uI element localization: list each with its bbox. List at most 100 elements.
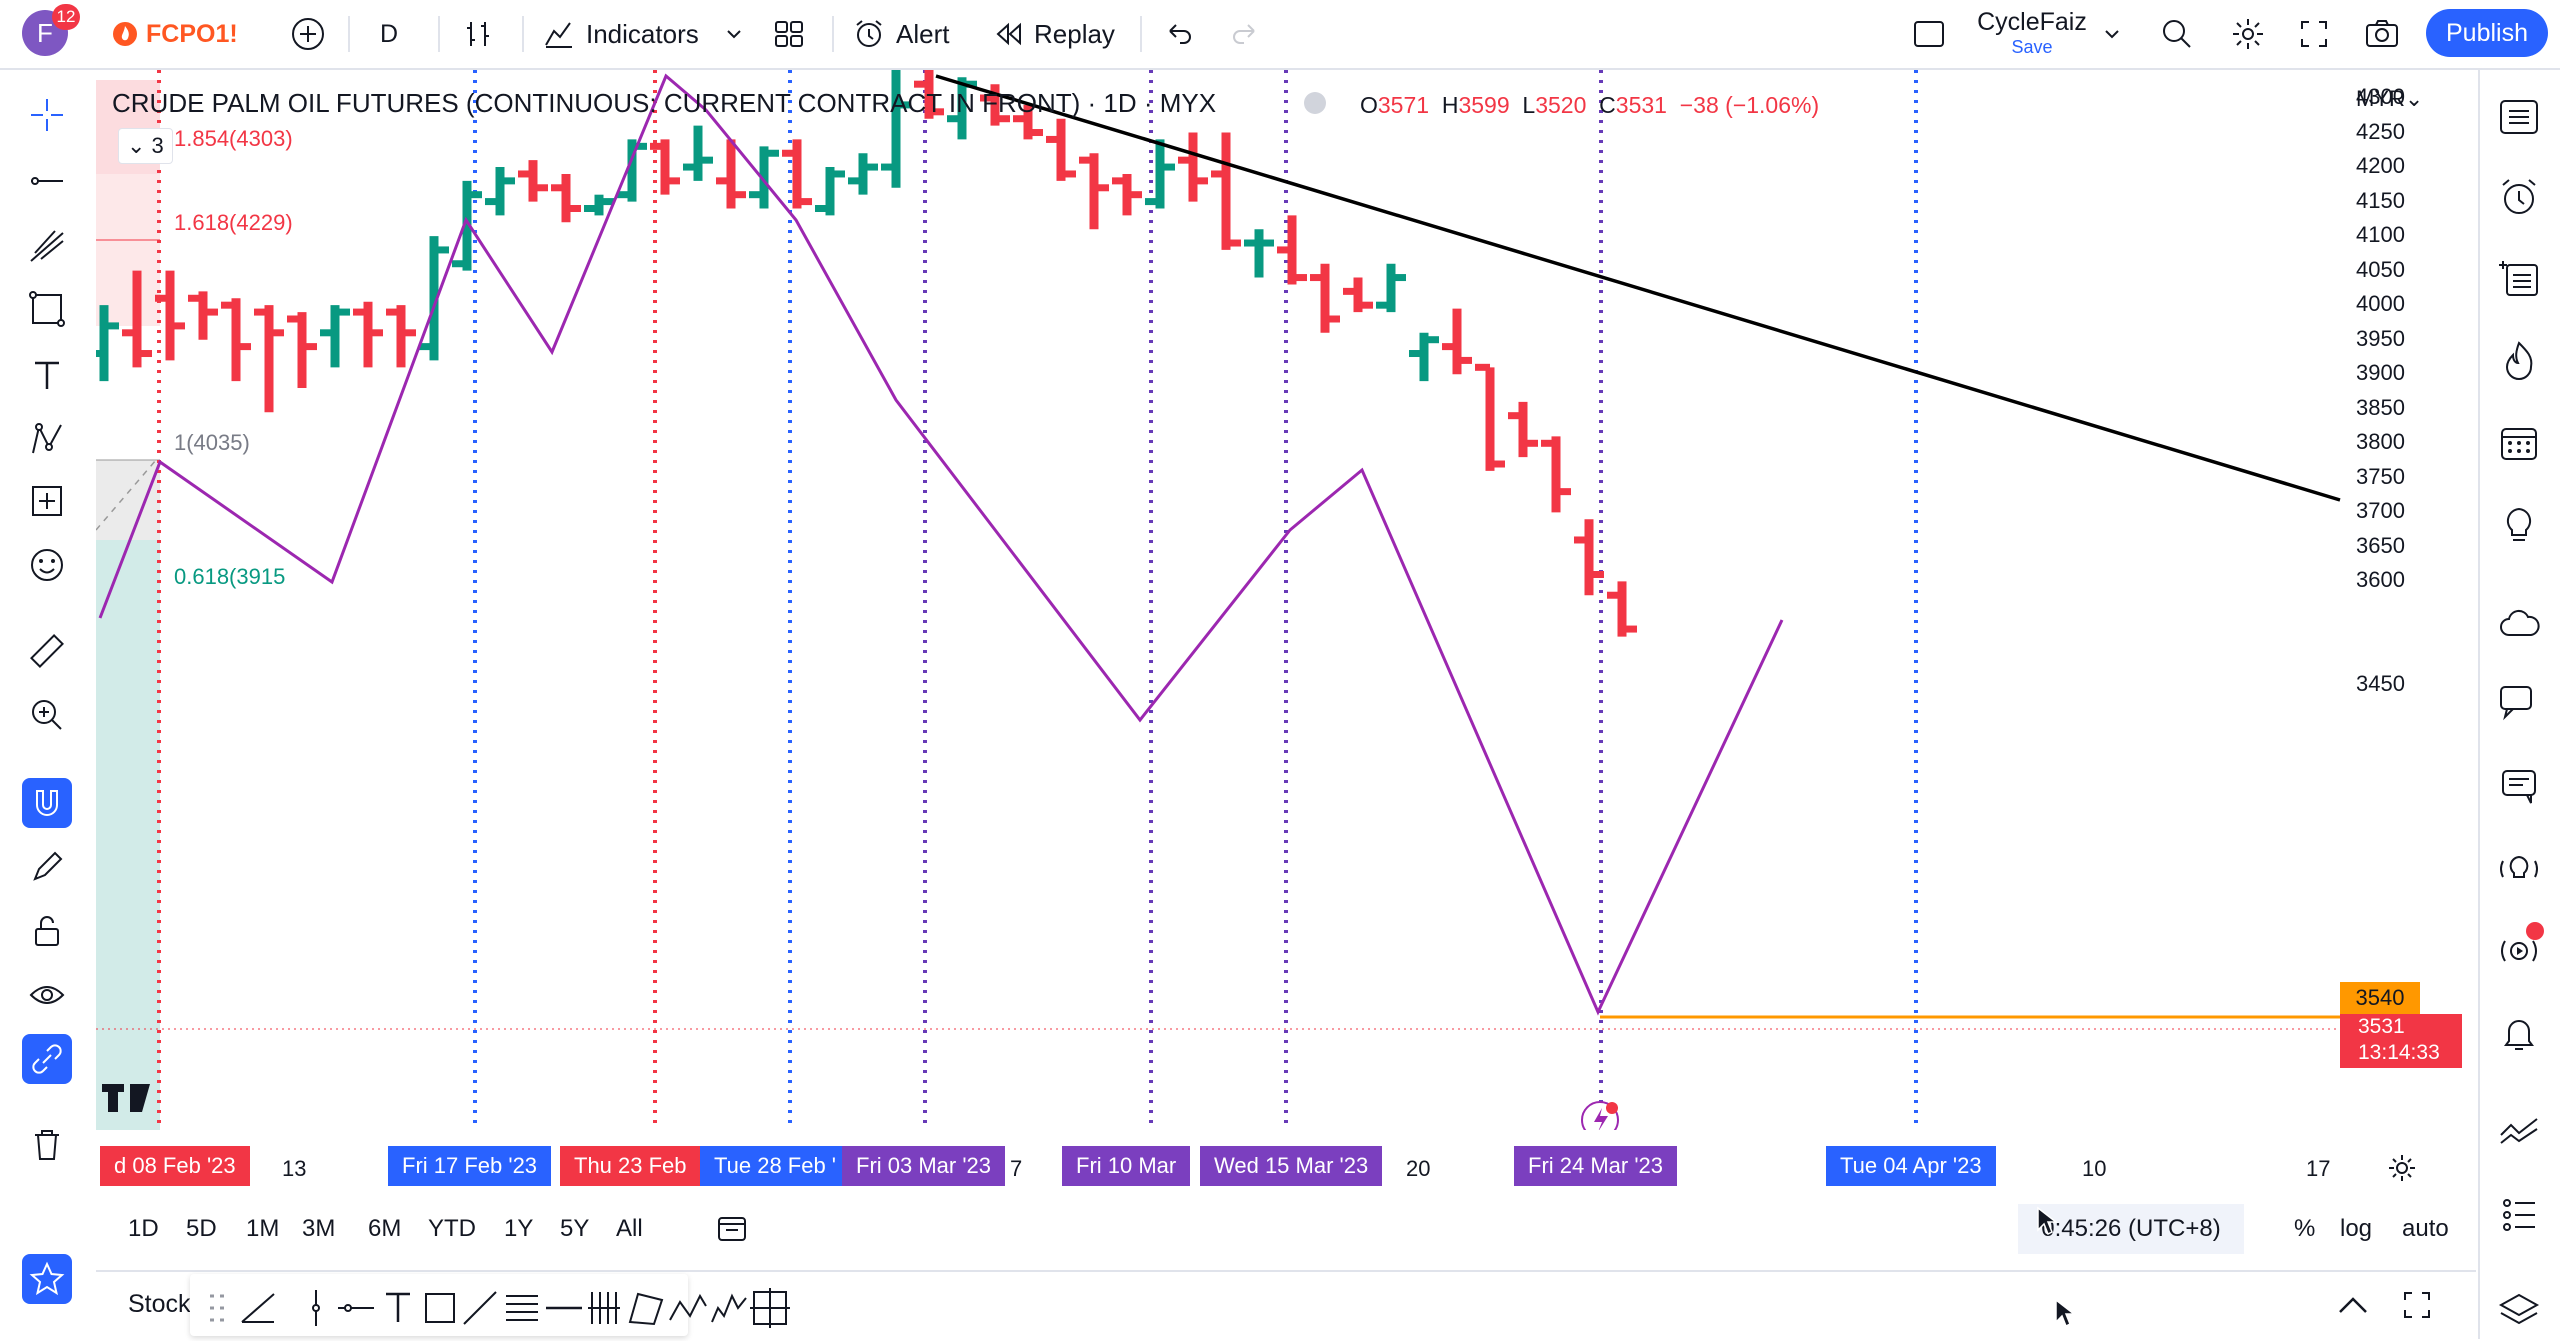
undo-button[interactable] <box>1162 0 1196 68</box>
remove-drawings-button[interactable] <box>22 1120 72 1170</box>
time-tick: 13 <box>282 1156 307 1181</box>
price-tick: 3700 <box>2356 498 2405 524</box>
live-stream-button[interactable] <box>2492 924 2546 978</box>
range-ytd-button[interactable]: YTD <box>428 1215 476 1242</box>
text-tool[interactable] <box>22 350 72 400</box>
range-1d-button[interactable]: 1D <box>128 1215 159 1242</box>
range-6m-button[interactable]: 6M <box>368 1215 402 1242</box>
zoom-in-icon <box>32 700 62 730</box>
layout-name-button[interactable]: CycleFaiz Save <box>1972 8 2092 58</box>
object-tree-button[interactable] <box>2492 252 2546 306</box>
trend-line-tool[interactable] <box>22 156 72 206</box>
settings-button[interactable] <box>2230 0 2266 68</box>
favorites-button[interactable] <box>22 1254 72 1304</box>
fib-retracement-tool[interactable] <box>500 1286 544 1330</box>
news-button[interactable] <box>2492 598 2546 652</box>
ideas-button[interactable] <box>2492 498 2546 552</box>
price-tick: 3900 <box>2356 360 2405 386</box>
range-3m-button[interactable]: 3M <box>302 1215 336 1242</box>
range-1m-button[interactable]: 1M <box>246 1215 280 1242</box>
alert-button[interactable]: Alert <box>852 0 949 68</box>
legend-toggle-button[interactable] <box>1304 92 1326 114</box>
icon-tool[interactable] <box>22 540 72 590</box>
elliott-wave-tool[interactable] <box>708 1286 752 1330</box>
redo-button[interactable] <box>1228 0 1262 68</box>
trading-panel-button[interactable] <box>2492 1104 2546 1158</box>
fullscreen-button[interactable] <box>2298 0 2330 68</box>
hotlists-button[interactable] <box>2492 334 2546 388</box>
rectangle-tool[interactable] <box>22 284 72 334</box>
goto-date-button[interactable] <box>716 1214 748 1251</box>
axis-settings-button[interactable] <box>2386 1152 2418 1189</box>
percent-scale-toggle[interactable]: % <box>2294 1215 2316 1242</box>
zoom-tool[interactable] <box>22 690 72 740</box>
chevron-down-icon <box>2105 30 2119 39</box>
calendar-button[interactable] <box>2492 416 2546 470</box>
layers-icon <box>2498 1293 2540 1325</box>
interval-button[interactable]: D <box>380 19 399 48</box>
dom-button[interactable] <box>2492 1188 2546 1242</box>
minds-button[interactable] <box>2492 842 2546 896</box>
pitchfork-tool[interactable] <box>22 220 72 270</box>
replay-button[interactable]: Replay <box>994 0 1115 68</box>
currency-selector[interactable]: MYR⌄ <box>2356 86 2424 111</box>
ohlc-bar <box>1409 332 1439 382</box>
prediction-tool[interactable] <box>22 476 72 526</box>
publish-button[interactable]: Publish <box>2426 9 2548 57</box>
plus-list-icon <box>2499 261 2538 296</box>
range-all-button[interactable]: All <box>616 1215 643 1242</box>
rectangle-tool[interactable] <box>418 1286 462 1330</box>
notification-badge: 12 <box>52 4 80 30</box>
sync-drawings-button[interactable] <box>22 1034 72 1084</box>
fib-zone-lower <box>96 540 160 1130</box>
notifications-button[interactable] <box>2492 1006 2546 1060</box>
vertical-line-tool[interactable] <box>294 1286 338 1330</box>
trend-line-tool[interactable] <box>458 1286 502 1330</box>
hide-drawings-button[interactable] <box>22 970 72 1020</box>
keep-drawing-button[interactable] <box>22 842 72 892</box>
lock-drawings-button[interactable] <box>22 906 72 956</box>
layout-selector-button[interactable] <box>1912 0 1946 68</box>
price-chart[interactable] <box>96 70 2478 1130</box>
ohlc-bar <box>1112 173 1142 216</box>
cross-line-tool[interactable] <box>748 1286 792 1330</box>
top-toolbar: F 12 FCPO1! D Indicators Alert Replay <box>0 0 2560 70</box>
symbol-search-button[interactable]: FCPO1! <box>112 0 238 68</box>
indicators-dropdown[interactable] <box>724 0 744 68</box>
magnet-mode-button[interactable] <box>22 778 72 828</box>
text-tool[interactable] <box>376 1286 420 1330</box>
search-button[interactable] <box>2160 0 2194 68</box>
streams-button[interactable] <box>2492 760 2546 814</box>
collapse-panel-button[interactable] <box>2336 1290 2370 1325</box>
auto-scale-toggle[interactable]: auto <box>2402 1215 2449 1242</box>
layout-dropdown[interactable] <box>2102 0 2122 68</box>
indicators-button[interactable]: Indicators <box>542 0 699 68</box>
range-5y-button[interactable]: 5Y <box>560 1215 590 1242</box>
timezone-clock[interactable]: 0:45:26 (UTC+8) <box>2018 1204 2244 1254</box>
layers-button[interactable] <box>2492 1284 2546 1338</box>
trend-angle-tool[interactable] <box>236 1286 280 1330</box>
chart-type-button[interactable] <box>462 0 494 68</box>
text-icon <box>386 1292 410 1322</box>
screenshot-button[interactable] <box>2364 0 2400 68</box>
cloud-icon <box>2500 609 2540 636</box>
alerts-panel-button[interactable] <box>2492 170 2546 224</box>
log-scale-toggle[interactable]: log <box>2340 1215 2373 1242</box>
horizontal-line-tool[interactable] <box>542 1286 586 1330</box>
range-1y-button[interactable]: 1Y <box>504 1215 534 1242</box>
maximize-panel-button[interactable] <box>2402 1290 2432 1325</box>
cycle-lines-tool[interactable] <box>582 1286 626 1330</box>
chats-button[interactable] <box>2492 676 2546 730</box>
horizontal-ray-tool[interactable] <box>334 1286 378 1330</box>
compare-button[interactable] <box>290 0 326 68</box>
templates-button[interactable] <box>772 0 806 68</box>
measure-tool[interactable] <box>22 626 72 676</box>
triangle-pattern-tool[interactable] <box>624 1286 668 1330</box>
pattern-tool[interactable] <box>22 414 72 464</box>
abc-pattern-tool[interactable] <box>666 1286 710 1330</box>
collapse-indicators-button[interactable]: ⌄ 3 <box>118 128 173 164</box>
crosshair-tool[interactable] <box>22 90 72 140</box>
watchlist-button[interactable] <box>2492 90 2546 144</box>
open-value: 3571 <box>1377 92 1430 118</box>
range-5d-button[interactable]: 5D <box>186 1215 217 1242</box>
